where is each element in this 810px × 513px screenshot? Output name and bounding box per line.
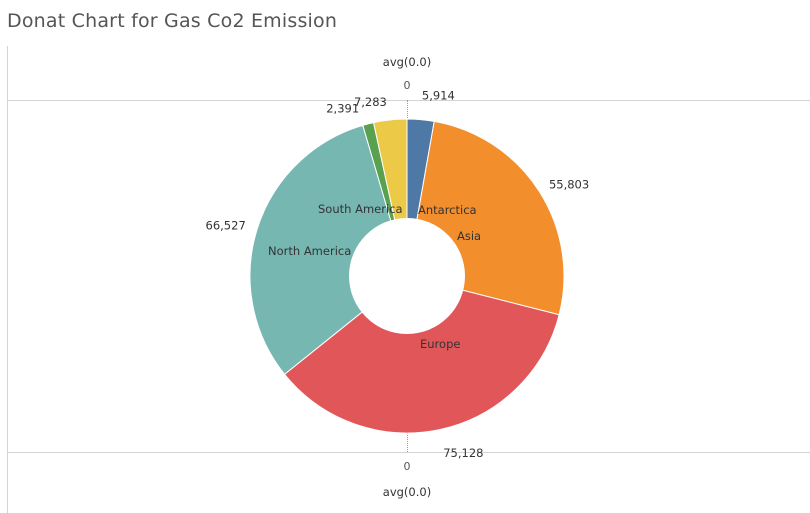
category-label: Europe [420,337,460,351]
donut-hole [349,218,465,334]
bottom-axis-tick: 0 [403,460,411,473]
top-axis-tick: 0 [403,79,411,92]
slice-north-america[interactable] [249,124,408,376]
value-label: 5,914 [422,89,455,103]
frame-top-divider [7,100,810,101]
value-label: 66,527 [206,218,246,232]
category-label: Antarctica [418,203,477,217]
bottom-axis-label: avg(0.0) [382,485,432,499]
frame-left-border [7,46,8,513]
category-label: North America [268,244,351,258]
top-axis-label: avg(0.0) [382,55,432,69]
category-label: South America [318,202,403,216]
frame-bottom-divider [7,452,810,453]
value-label: 2,391 [326,101,359,115]
chart-title: Donat Chart for Gas Co2 Emission [7,10,338,32]
value-label: 7,283 [354,95,387,109]
category-label: Asia [457,229,481,243]
value-label: 55,803 [549,177,589,191]
slice-europe[interactable] [283,275,560,434]
value-label: 75,128 [443,446,483,460]
